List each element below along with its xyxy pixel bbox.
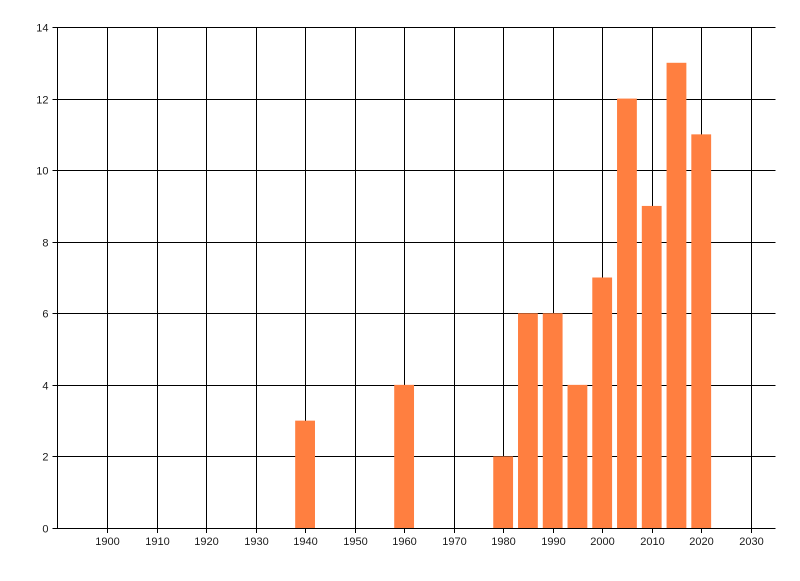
x-tick-label: 2030: [739, 536, 763, 548]
bar: [617, 98, 637, 529]
bar: [666, 62, 687, 529]
x-tick-label: 1910: [145, 536, 169, 548]
bar: [394, 384, 415, 528]
bar: [295, 420, 315, 528]
x-tick-label: 2020: [689, 536, 713, 548]
x-tick-label: 1920: [194, 536, 218, 548]
bar: [592, 277, 613, 528]
y-tick-label: 6: [42, 309, 48, 321]
x-tick-label: 1990: [541, 536, 565, 548]
y-tick-label: 0: [42, 524, 48, 536]
x-tick-label: 1900: [95, 536, 119, 548]
y-tick-label: 4: [42, 381, 48, 393]
bar: [641, 205, 662, 528]
y-tick-label: 2: [42, 452, 48, 464]
y-tick-label: 10: [36, 166, 48, 178]
x-tick-label: 2000: [590, 536, 614, 548]
y-tick-label: 8: [42, 238, 48, 250]
bar: [542, 313, 563, 528]
y-tick-label: 14: [36, 23, 48, 35]
y-tick-label: 12: [36, 95, 48, 107]
x-tick-label: 1960: [392, 536, 416, 548]
x-tick-label: 1980: [491, 536, 515, 548]
bar: [691, 134, 712, 528]
bar: [567, 384, 588, 528]
bar: [493, 456, 514, 528]
x-tick-label: 1950: [343, 536, 367, 548]
x-tick-label: 1970: [442, 536, 466, 548]
x-tick-label: 1930: [244, 536, 268, 548]
x-tick-label: 2010: [640, 536, 664, 548]
bar: [518, 313, 538, 528]
x-tick-label: 1940: [293, 536, 317, 548]
